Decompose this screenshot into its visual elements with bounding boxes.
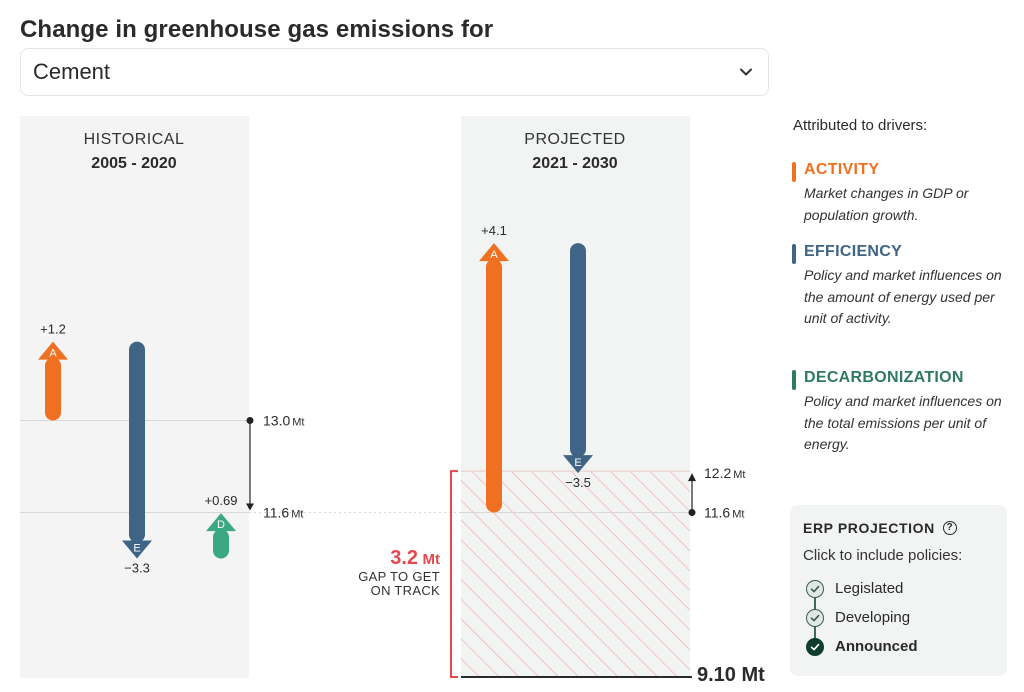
erp-option-label: Developing — [835, 609, 911, 626]
projected-range: 2021 - 2030 — [532, 155, 618, 172]
historical-range: 2005 - 2020 — [91, 155, 177, 172]
check-circle-icon — [806, 608, 824, 627]
driver-activity-desc: Market changes in GDP or population grow… — [804, 185, 969, 223]
driver-E-bar — [129, 341, 145, 543]
driver-decarbonization-desc: Policy and market influences on the tota… — [804, 393, 1002, 452]
final-total: 9.10 Mt — [697, 664, 765, 686]
erp-option-list: Legislated Developing Announced — [803, 574, 994, 661]
driver-decarbonization-name: DECARBONIZATION — [804, 369, 964, 386]
driver-A-bar — [45, 357, 61, 421]
driver-E-arrowhead — [563, 455, 593, 474]
sector-select[interactable]: Cement — [20, 48, 769, 96]
driver-efficiency-bar — [792, 244, 796, 264]
driver-D-arrowhead — [206, 513, 236, 532]
historical-header: HISTORICAL 2005 - 2020 — [20, 131, 248, 173]
projected-header: PROJECTED 2021 - 2030 — [461, 131, 689, 173]
driver-activity-name: ACTIVITY — [804, 161, 880, 178]
driver-A-arrowhead — [479, 243, 509, 262]
driver-decarbonization: DECARBONIZATION Policy and market influe… — [790, 369, 1010, 456]
driver-E-bar — [570, 243, 586, 458]
driver-A-arrowhead — [38, 341, 68, 360]
driver-E-letter: E — [574, 457, 581, 469]
historical-start-total: 13.0 Mt — [263, 413, 304, 429]
driver-efficiency-desc: Policy and market influences on the amou… — [804, 267, 1002, 326]
driver-efficiency: EFFICIENCY Policy and market influences … — [790, 243, 1010, 330]
gap-label: GAP TO GET ON TRACK — [358, 569, 440, 598]
erp-subtitle: Click to include policies: — [803, 547, 963, 564]
erp-option-label: Legislated — [835, 580, 904, 597]
historical-end-total: 11.6 Mt — [263, 505, 303, 521]
gap-annotation: 3.2 Mt GAP TO GET ON TRACK — [320, 547, 440, 598]
driver-decarbonization-bar — [792, 370, 796, 390]
erp-option-developing[interactable]: Developing — [803, 603, 994, 632]
projected-label: PROJECTED — [524, 131, 626, 148]
driver-E-value-label: −3.5 — [565, 475, 591, 490]
check-circle-icon — [806, 637, 824, 656]
driver-E-value-label: −3.3 — [124, 561, 150, 576]
check-circle-icon — [806, 579, 824, 598]
driver-A-value-label: +1.2 — [40, 322, 66, 337]
erp-option-announced[interactable]: Announced — [803, 632, 994, 661]
projected-net-arrowhead — [688, 473, 696, 482]
erp-title-text: ERP PROJECTION — [803, 520, 935, 536]
driver-D-letter: D — [217, 519, 225, 531]
driver-efficiency-name: EFFICIENCY — [804, 243, 903, 260]
erp-projection-panel: ERP PROJECTION ? Click to include polici… — [790, 505, 1007, 676]
driver-E-letter: E — [133, 543, 140, 555]
waterfall-chart: A+1.2E−3.3D+0.6913.0Mt11.6MtA+4.1E−3.5D+… — [20, 223, 745, 678]
driver-D-value-label: +0.69 — [205, 493, 238, 508]
erp-option-legislated[interactable]: Legislated — [803, 574, 994, 603]
erp-option-label: Announced — [835, 638, 918, 655]
gap-value: 3.2 — [390, 547, 419, 569]
chevron-down-icon — [740, 68, 752, 76]
gap-bracket — [450, 470, 458, 678]
chart-area: HISTORICAL 2005 - 2020 PROJECTED 2021 - … — [20, 116, 765, 686]
driver-A-letter: A — [49, 348, 57, 360]
help-icon[interactable]: ? — [942, 521, 957, 535]
gap-unit: Mt — [422, 551, 441, 568]
driver-A-bar — [486, 259, 502, 513]
drivers-legend: Attributed to drivers: ACTIVITY Market c… — [790, 117, 1010, 452]
projected-start-total: 11.6 Mt — [704, 505, 744, 521]
driver-A-letter: A — [490, 249, 498, 261]
historical-label: HISTORICAL — [83, 131, 185, 148]
page-title: Change in greenhouse gas emissions for — [20, 16, 494, 43]
historical-net-arrowhead — [246, 503, 254, 511]
driver-activity: ACTIVITY Market changes in GDP or popula… — [790, 161, 1010, 226]
drivers-title: Attributed to drivers: — [793, 117, 928, 134]
driver-A-value-label: +4.1 — [481, 223, 507, 238]
driver-activity-bar — [792, 162, 796, 182]
driver-D-bar — [213, 529, 229, 559]
sector-select-value: Cement — [33, 59, 111, 84]
projected-end-total: 12.2 Mt — [704, 465, 745, 481]
driver-E-arrowhead — [122, 540, 152, 559]
erp-title: ERP PROJECTION ? — [803, 520, 994, 536]
